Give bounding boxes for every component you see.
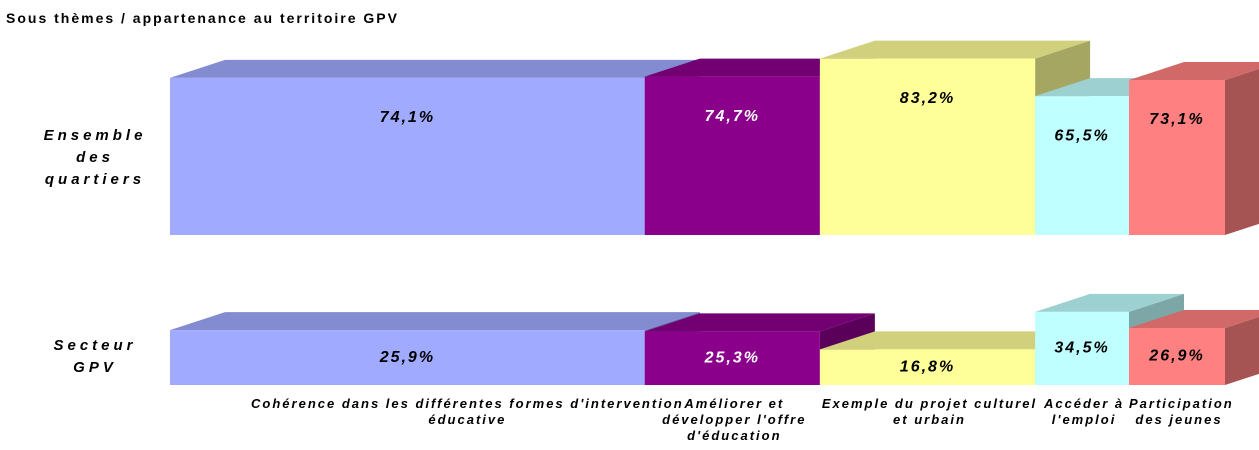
value-label: 65,5%	[1054, 127, 1109, 144]
bar-top	[819, 331, 1091, 350]
category-label: Exemple du projet culturel et urbain	[821, 396, 1038, 427]
category-label: Participation des jeunes	[1128, 396, 1234, 427]
bar	[819, 58, 1036, 236]
value-label: 73,1%	[1149, 111, 1204, 128]
value-label: 25,9%	[379, 349, 435, 366]
bar	[1128, 327, 1225, 385]
category-label: Accéder à l'emploi	[1043, 396, 1125, 427]
value-label: 25,3%	[704, 349, 760, 366]
bar	[1128, 80, 1225, 235]
bar	[644, 331, 820, 385]
category-label: Améliorer et développer l'offre d'éducat…	[662, 396, 807, 443]
bar	[1035, 311, 1129, 385]
value-label: 74,1%	[380, 109, 435, 126]
bar	[170, 77, 645, 236]
bar-top	[819, 40, 1091, 59]
bar-top	[170, 59, 700, 78]
value-label: 74,7%	[705, 108, 760, 125]
bar	[170, 330, 645, 385]
bar	[1035, 96, 1129, 235]
bar-side	[1225, 316, 1259, 385]
category-label: Cohérence dans les différentes formes d'…	[251, 396, 684, 427]
bar-side	[1225, 68, 1259, 235]
row-label: Ensemble des quartiers	[43, 127, 147, 188]
bar-top	[170, 312, 700, 331]
row-label: Secteur GPV	[53, 337, 137, 376]
chart-title: Sous thèmes / appartenance au territoire…	[6, 10, 399, 26]
bar	[819, 349, 1036, 385]
value-label: 16,8%	[900, 358, 955, 375]
value-label: 26,9%	[1148, 348, 1204, 365]
bar-top	[644, 58, 875, 77]
value-label: 83,2%	[900, 90, 955, 107]
bar-top	[1035, 293, 1184, 312]
bar-top	[1128, 62, 1259, 81]
bar	[644, 76, 820, 235]
value-label: 34,5%	[1054, 340, 1109, 357]
bar-top	[644, 313, 875, 332]
bar-top	[1128, 309, 1259, 328]
